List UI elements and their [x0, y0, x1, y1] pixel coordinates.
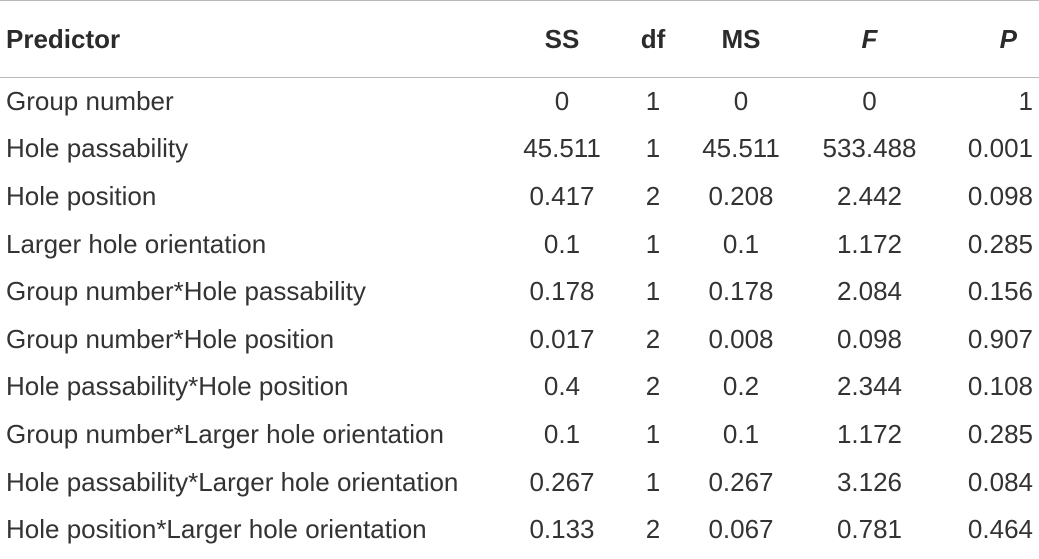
cell-df: 2 — [645, 514, 661, 545]
cell-predictor: Hole passability*Hole position — [6, 371, 349, 402]
table-row: Hole passability*Larger hole orientation… — [0, 458, 1039, 506]
cell-ms: 45.511 — [702, 133, 780, 164]
cell-df: 1 — [645, 276, 661, 307]
cell-df: 1 — [645, 418, 661, 449]
cell-ss: 0 — [554, 86, 570, 117]
cell-predictor: Larger hole orientation — [6, 228, 267, 259]
cell-predictor: Hole position — [6, 180, 157, 211]
table-row: Group number*Hole passability 0.178 1 0.178… — [0, 268, 1039, 316]
cell-ss: 0.017 — [529, 323, 595, 354]
table-row: Hole position*Larger hole orientation 0.1… — [0, 506, 1039, 554]
cell-f: 1.172 — [836, 228, 903, 259]
cell-p: 0.464 — [967, 514, 1033, 545]
cell-ss: 0.267 — [529, 466, 595, 497]
cell-df: 1 — [645, 86, 661, 117]
cell-ms: 0.208 — [708, 180, 774, 211]
cell-df: 2 — [645, 323, 661, 354]
cell-ms: 0.267 — [708, 466, 774, 497]
cell-p: 0.098 — [967, 180, 1033, 211]
cell-predictor: Group number — [6, 86, 174, 117]
header-ss: SS — [500, 0, 624, 78]
table-row: Group number 0 1 0 0 1 — [0, 78, 1039, 126]
cell-f: 2.084 — [836, 276, 903, 307]
cell-predictor: Hole passability*Larger hole orientation — [6, 466, 459, 497]
cell-ms: 0.1 — [722, 228, 760, 259]
cell-ss: 45.511 — [523, 133, 601, 164]
cell-ms: 0.178 — [708, 276, 774, 307]
cell-ms: 0 — [733, 86, 749, 117]
cell-df: 2 — [645, 180, 661, 211]
header-row: Predictor SS df MS F P — [0, 0, 1039, 78]
table-row: Group number*Hole position 0.017 2 0.008 0.0… — [0, 315, 1039, 363]
header-ms: MS — [682, 0, 800, 78]
cell-ss: 0.1 — [543, 228, 581, 259]
cell-ss: 0.178 — [529, 276, 595, 307]
cell-predictor: Group number*Hole position — [6, 323, 335, 354]
header-predictor: Predictor — [0, 0, 500, 78]
cell-f: 0.781 — [836, 514, 903, 545]
cell-ss: 0.1 — [543, 418, 581, 449]
table-body: Group number 0 1 0 0 1 Hole passability 45.511 1… — [0, 78, 1039, 554]
cell-df: 1 — [645, 228, 661, 259]
cell-f: 0.098 — [836, 323, 903, 354]
header-df: df — [624, 0, 682, 78]
cell-p: 0.108 — [967, 371, 1033, 402]
cell-p: 0.285 — [967, 418, 1033, 449]
cell-f: 2.344 — [836, 371, 903, 402]
cell-df: 2 — [645, 371, 661, 402]
cell-predictor: Hole position*Larger hole orientation — [6, 514, 427, 545]
cell-ss: 0.417 — [529, 180, 595, 211]
cell-f: 2.442 — [836, 180, 903, 211]
cell-f: 1.172 — [836, 418, 903, 449]
cell-p: 0.001 — [967, 133, 1033, 164]
cell-p: 0.084 — [967, 466, 1033, 497]
cell-p: 1 — [1018, 86, 1033, 117]
header-p: P — [939, 0, 1039, 78]
cell-ms: 0.067 — [708, 514, 774, 545]
table-row: Larger hole orientation 0.1 1 0.1 1.172 0.285 — [0, 220, 1039, 268]
table-row: Hole passability 45.511 1 45.511 533.488 0.00… — [0, 125, 1039, 173]
cell-ss: 0.4 — [543, 371, 581, 402]
cell-p: 0.156 — [967, 276, 1033, 307]
cell-predictor: Group number*Hole passability — [6, 276, 366, 307]
cell-f: 3.126 — [836, 466, 903, 497]
cell-p: 0.907 — [967, 323, 1033, 354]
cell-ms: 0.1 — [722, 418, 760, 449]
cell-predictor: Hole passability — [6, 133, 189, 164]
cell-ms: 0.2 — [722, 371, 760, 402]
cell-df: 1 — [645, 466, 661, 497]
cell-predictor: Group number*Larger hole orientation — [6, 418, 444, 449]
table-row: Hole passability*Hole position 0.4 2 0.2 2.3… — [0, 363, 1039, 411]
header-f: F — [800, 0, 939, 78]
cell-f: 533.488 — [822, 133, 917, 164]
table-row: Group number*Larger hole orientation 0.1 1… — [0, 411, 1039, 459]
table-row: Hole position 0.417 2 0.208 2.442 0.098 — [0, 173, 1039, 221]
cell-ss: 0.133 — [529, 514, 595, 545]
cell-p: 0.285 — [967, 228, 1033, 259]
cell-ms: 0.008 — [708, 323, 774, 354]
cell-df: 1 — [645, 133, 661, 164]
cell-f: 0 — [862, 86, 877, 117]
